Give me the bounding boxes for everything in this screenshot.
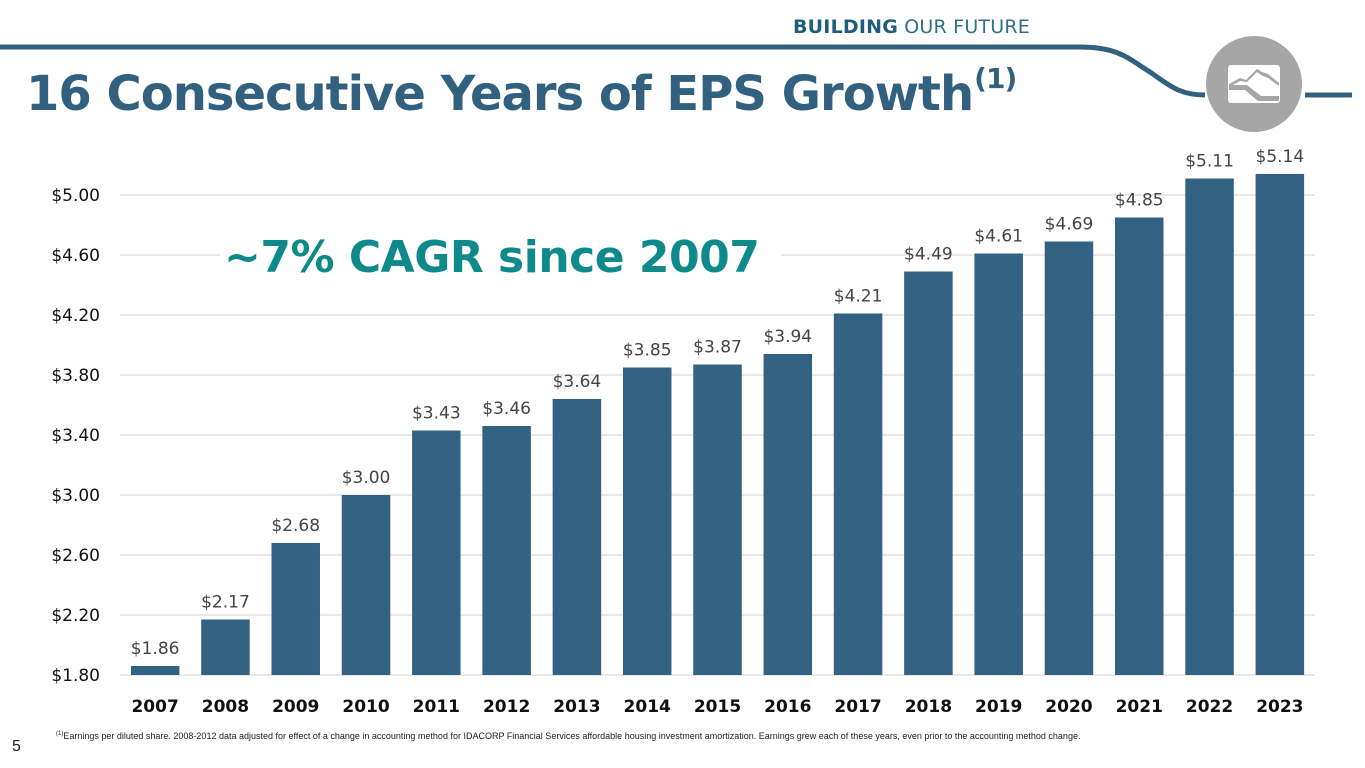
bar-2014: [622, 367, 672, 675]
bar-2012: [482, 426, 531, 675]
data-label-2010: $3.00: [342, 468, 391, 488]
page-title: 16 Consecutive Years of EPS Growth(1): [26, 62, 1017, 122]
x-tick-label: 2016: [764, 697, 811, 717]
bar-2020: [1044, 241, 1094, 675]
data-labels: $1.86 $2.17 $2.68 $3.00 $3.43 $3.46 $3.64 $3.85…: [131, 147, 1304, 659]
x-axis-ticks: 2007 2008 2009 2010 2011 2012 2013 2014 2015 2016…: [131, 697, 1303, 717]
bar-2010: [341, 495, 391, 675]
bar-2009: [271, 543, 320, 675]
tagline-bold: BUILDING: [793, 16, 899, 38]
data-label-2019: $4.61: [974, 227, 1023, 247]
tagline: BUILDING OUR FUTURE: [793, 16, 1030, 38]
footnote-marker: (1): [56, 731, 64, 737]
bar-2017: [833, 313, 883, 675]
data-label-2015: $3.87: [693, 338, 742, 358]
x-tick-label: 2020: [1045, 697, 1092, 717]
bar-2015: [693, 364, 742, 675]
header-swoosh-line: [0, 44, 1206, 98]
page-title-text: 16 Consecutive Years of EPS Growth: [26, 66, 974, 122]
data-label-2009: $2.68: [271, 516, 320, 536]
title-footnote-marker: (1): [974, 62, 1017, 95]
data-label-2008: $2.17: [201, 593, 250, 613]
x-tick-label: 2023: [1256, 697, 1303, 717]
bar-2007: [130, 666, 180, 675]
data-label-2020: $4.69: [1045, 215, 1094, 235]
x-tick-label: 2021: [1116, 697, 1163, 717]
x-tick-label: 2008: [202, 697, 249, 717]
data-label-2023: $5.14: [1256, 147, 1305, 167]
y-tick-label: $2.60: [51, 546, 100, 566]
bar-2011: [412, 430, 461, 675]
bar-2022: [1185, 178, 1234, 675]
x-tick-label: 2019: [975, 697, 1022, 717]
x-tick-label: 2014: [624, 697, 671, 717]
x-tick-label: 2010: [342, 697, 389, 717]
data-label-2018: $4.49: [904, 245, 953, 265]
y-tick-label: $3.00: [51, 486, 100, 506]
tagline-light: OUR FUTURE: [904, 16, 1030, 38]
x-tick-label: 2012: [483, 697, 530, 717]
data-label-2007: $1.86: [131, 639, 180, 659]
bar-2018: [904, 271, 953, 675]
y-tick-label: $1.80: [51, 666, 100, 686]
bar-2013: [552, 399, 602, 675]
x-tick-label: 2018: [905, 697, 952, 717]
data-label-2021: $4.85: [1115, 191, 1164, 211]
x-tick-label: 2013: [553, 697, 600, 717]
cagr-annotation: ~7% CAGR since 2007: [220, 232, 782, 283]
footnote-text: Earnings per diluted share. 2008-2012 da…: [63, 731, 1081, 741]
data-label-2022: $5.11: [1185, 152, 1234, 172]
x-tick-label: 2022: [1186, 697, 1233, 717]
y-tick-label: $3.40: [51, 426, 100, 446]
bar-2008: [201, 619, 250, 675]
x-tick-label: 2017: [834, 697, 881, 717]
bar-2019: [974, 253, 1023, 675]
x-tick-label: 2007: [131, 697, 178, 717]
footnote: (1)Earnings per diluted share. 2008-2012…: [56, 731, 1080, 741]
y-axis-ticks: $1.80 $2.20 $2.60 $3.00 $3.40 $3.80 $4.20 $4.60…: [51, 186, 100, 686]
y-tick-label: $2.20: [51, 606, 100, 626]
y-tick-label: $4.20: [51, 306, 100, 326]
x-tick-label: 2009: [272, 697, 319, 717]
data-label-2011: $3.43: [412, 404, 461, 424]
bar-2021: [1115, 217, 1164, 675]
data-label-2014: $3.85: [623, 341, 672, 361]
mountain-river-logo-icon: [1206, 36, 1302, 132]
bars: [130, 174, 1305, 675]
page-number: 5: [12, 738, 21, 755]
bar-2016: [763, 354, 813, 675]
x-tick-label: 2015: [694, 697, 741, 717]
y-tick-label: $3.80: [51, 366, 100, 386]
bar-2023: [1255, 174, 1305, 675]
data-label-2017: $4.21: [834, 287, 883, 307]
x-tick-label: 2011: [413, 697, 460, 717]
y-tick-label: $5.00: [51, 186, 100, 206]
data-label-2016: $3.94: [763, 327, 812, 347]
data-label-2013: $3.64: [553, 372, 602, 392]
data-label-2012: $3.46: [482, 399, 531, 419]
y-tick-label: $4.60: [51, 246, 100, 266]
